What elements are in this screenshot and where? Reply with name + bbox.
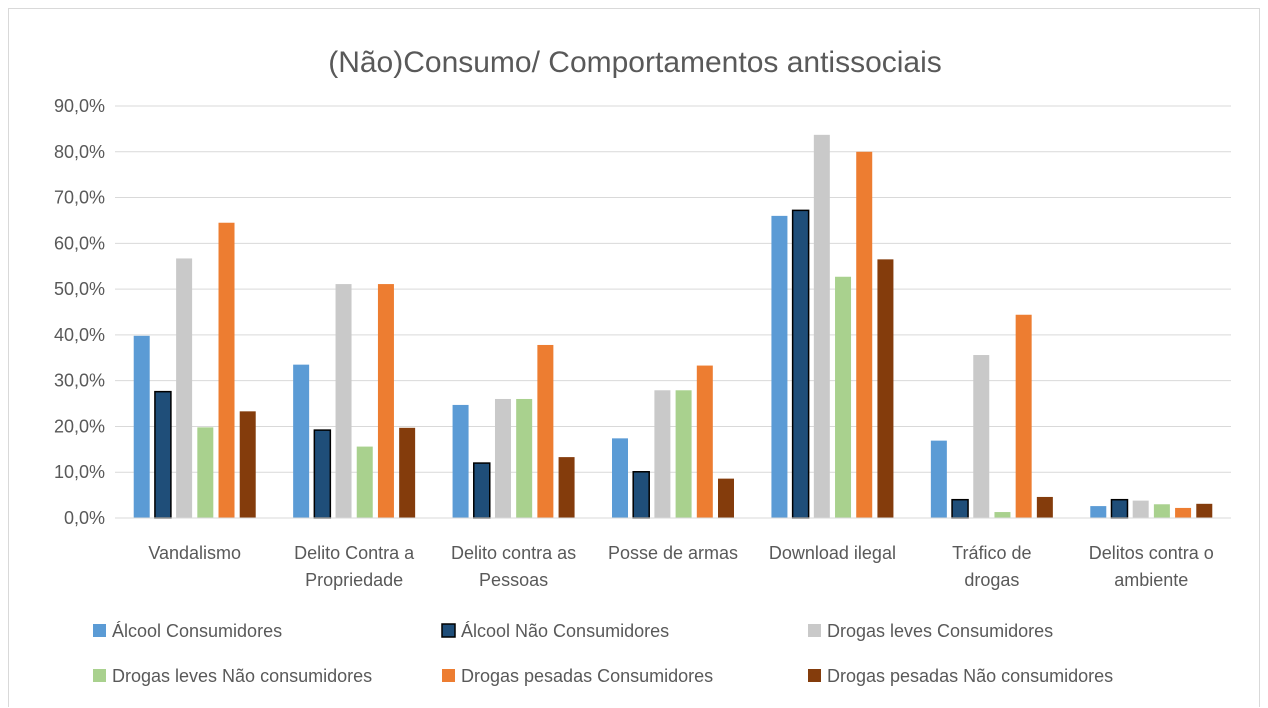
legend-label: Álcool Consumidores <box>112 621 282 641</box>
bar <box>1175 507 1192 518</box>
legend-swatch <box>808 624 821 637</box>
chart-svg: (Não)Consumo/ Comportamentos antissociai… <box>54 46 1231 686</box>
bar <box>654 390 671 518</box>
bar <box>377 284 394 518</box>
bar <box>218 222 235 518</box>
x-category-label: Vandalismo <box>148 543 241 563</box>
bar <box>791 209 810 519</box>
y-tick-label: 0,0% <box>64 508 105 528</box>
legend-label: Drogas leves Consumidores <box>827 621 1053 641</box>
bar <box>154 390 172 519</box>
y-tick-label: 80,0% <box>54 142 105 162</box>
legend-swatch <box>442 669 455 682</box>
bar <box>356 446 373 518</box>
legend-swatch <box>441 623 456 638</box>
bar <box>951 498 969 519</box>
y-tick-label: 90,0% <box>54 96 105 116</box>
chart-frame: (Não)Consumo/ Comportamentos antissociai… <box>8 8 1260 707</box>
bar <box>1015 314 1032 518</box>
legend-swatch <box>93 624 106 637</box>
bar <box>612 438 628 518</box>
bar <box>313 429 332 519</box>
bar <box>473 462 491 519</box>
bar <box>239 411 256 518</box>
bar <box>197 427 214 518</box>
bar <box>1036 496 1053 518</box>
bar <box>335 284 352 518</box>
bar <box>1110 498 1129 519</box>
bar <box>813 134 830 518</box>
bar <box>632 471 650 519</box>
bar <box>771 215 788 518</box>
bar <box>675 390 692 518</box>
bar <box>452 404 469 518</box>
bar <box>133 335 150 518</box>
x-category-label: Delito contra as <box>451 543 576 563</box>
bar <box>176 258 193 518</box>
x-category-label: drogas <box>964 570 1019 590</box>
bar <box>1090 506 1107 518</box>
legend-label: Drogas pesadas Consumidores <box>461 666 713 686</box>
bar <box>516 398 533 518</box>
bar <box>293 364 310 518</box>
legend-label: Álcool Não Consumidores <box>461 621 669 641</box>
bar <box>930 440 947 518</box>
bars <box>133 134 1213 519</box>
legend: Álcool Consumidores Álcool Não Consumidor… <box>93 621 1113 686</box>
x-category-label: ambiente <box>1114 570 1188 590</box>
legend-label: Drogas leves Não consumidores <box>112 666 372 686</box>
chart-title: (Não)Consumo/ Comportamentos antissociai… <box>328 46 942 79</box>
y-tick-label: 40,0% <box>54 325 105 345</box>
x-category-label: Delitos contra o <box>1089 543 1214 563</box>
y-tick-label: 20,0% <box>54 416 105 436</box>
bar <box>1196 503 1213 518</box>
bar <box>994 512 1011 518</box>
x-category-label: Tráfico de <box>952 543 1031 563</box>
x-category-label: Download ilegal <box>769 543 896 563</box>
x-axis-category-labels: Vandalismo Delito Contra a Propriedade Deli… <box>148 543 1213 590</box>
legend-swatch <box>808 669 821 682</box>
legend-label: Drogas pesadas Não consumidores <box>827 666 1113 686</box>
bar <box>835 276 852 518</box>
bar <box>856 151 873 518</box>
y-tick-label: 10,0% <box>54 462 105 482</box>
bar <box>1132 500 1149 518</box>
x-category-label: Posse de armas <box>608 543 738 563</box>
y-tick-label: 60,0% <box>54 233 105 253</box>
bar <box>1153 504 1170 518</box>
bar <box>399 427 416 518</box>
bar <box>537 344 554 518</box>
bar <box>494 398 511 518</box>
x-category-label: Delito Contra a <box>294 543 415 563</box>
x-category-label: Propriedade <box>305 570 403 590</box>
bar <box>696 365 713 518</box>
bar <box>718 478 734 518</box>
y-tick-label: 30,0% <box>54 371 105 391</box>
bar <box>973 355 990 518</box>
y-axis-tick-labels: 0,0% 10,0% 20,0% 30,0% 40,0% 50,0% 60,0% 70,0% 8… <box>54 96 105 528</box>
x-category-label: Pessoas <box>479 570 548 590</box>
y-tick-label: 50,0% <box>54 279 105 299</box>
bar <box>558 457 575 518</box>
legend-swatch <box>93 669 106 682</box>
gridlines <box>115 105 1231 473</box>
bar <box>877 259 894 518</box>
y-tick-label: 70,0% <box>54 188 105 208</box>
